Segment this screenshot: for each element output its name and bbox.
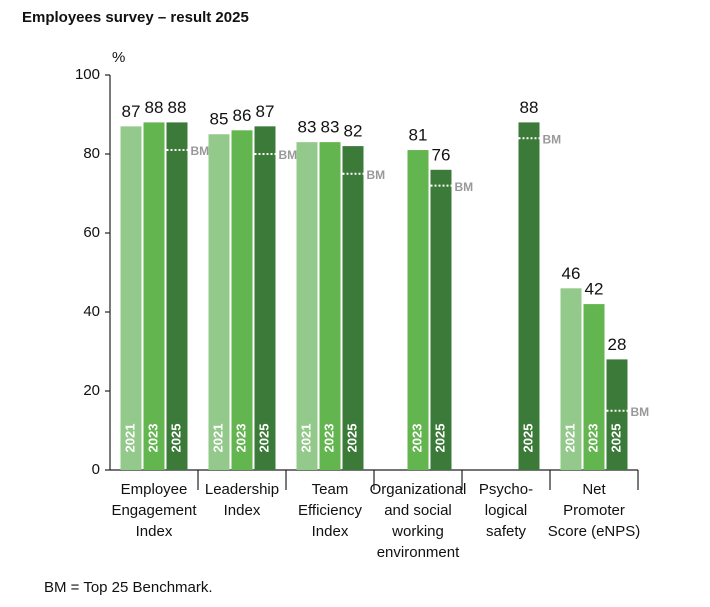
x-tick-label: Organizational bbox=[370, 481, 467, 498]
y-tick-label: 80 bbox=[83, 145, 100, 162]
x-tick-label: environment bbox=[377, 544, 460, 561]
bar bbox=[518, 122, 540, 471]
bar-year-label: 2025 bbox=[344, 424, 359, 453]
bar-year-label: 2023 bbox=[585, 424, 600, 453]
benchmark-label: BM bbox=[543, 132, 562, 146]
bar bbox=[120, 126, 142, 470]
bar bbox=[560, 288, 582, 470]
x-tick-label: Promoter bbox=[563, 502, 625, 519]
bar bbox=[254, 126, 276, 470]
benchmark-label: BM bbox=[631, 405, 650, 419]
bar-year-label: 2021 bbox=[562, 424, 577, 453]
bar-year-label: 2023 bbox=[321, 424, 336, 453]
x-tick-label: Index bbox=[312, 523, 349, 540]
bar-year-label: 2021 bbox=[298, 424, 313, 453]
bar bbox=[296, 142, 318, 470]
x-tick-label: safety bbox=[486, 523, 527, 540]
x-tick-label: Index bbox=[224, 502, 261, 519]
benchmark-label: BM bbox=[191, 144, 210, 158]
chart-title: Employees survey – result 2025 bbox=[22, 9, 249, 26]
bar bbox=[166, 122, 188, 471]
bar bbox=[606, 359, 628, 470]
value-label: 46 bbox=[562, 264, 581, 283]
bar bbox=[407, 150, 429, 471]
bar-year-label: 2025 bbox=[168, 424, 183, 453]
x-tick-label: Efficiency bbox=[298, 502, 362, 519]
x-tick-label: Leadership bbox=[205, 481, 279, 498]
y-tick-label: 40 bbox=[83, 303, 100, 320]
bar-year-label: 2025 bbox=[432, 424, 447, 453]
benchmark-label: BM bbox=[279, 148, 298, 162]
bar-year-label: 2025 bbox=[608, 424, 623, 453]
value-label: 88 bbox=[145, 98, 164, 117]
bar-year-label: 2023 bbox=[145, 424, 160, 453]
value-label: 81 bbox=[409, 126, 428, 145]
bar bbox=[231, 130, 253, 471]
value-label: 85 bbox=[210, 110, 229, 129]
bar bbox=[583, 304, 605, 470]
bar bbox=[342, 146, 364, 470]
y-tick-label: 100 bbox=[75, 66, 100, 83]
value-label: 82 bbox=[344, 122, 363, 141]
value-label: 88 bbox=[168, 98, 187, 117]
x-tick-label: Score (eNPS) bbox=[548, 523, 641, 540]
value-label: 86 bbox=[233, 106, 252, 125]
value-label: 87 bbox=[256, 102, 275, 121]
x-tick-label: Net bbox=[582, 481, 606, 498]
bar-year-label: 2025 bbox=[520, 424, 535, 453]
x-tick-label: Index bbox=[136, 523, 173, 540]
bar bbox=[208, 134, 230, 470]
value-label: 87 bbox=[122, 102, 141, 121]
value-label: 42 bbox=[585, 280, 604, 299]
x-tick-label: working bbox=[391, 523, 444, 540]
x-tick-label: Team bbox=[312, 481, 349, 498]
x-tick-label: Engagement bbox=[111, 502, 197, 519]
y-unit: % bbox=[112, 49, 125, 66]
bar bbox=[430, 169, 452, 471]
value-label: 28 bbox=[608, 335, 627, 354]
bar bbox=[319, 142, 341, 470]
bar-year-label: 2023 bbox=[409, 424, 424, 453]
x-tick-label: logical bbox=[485, 502, 528, 519]
bar-year-label: 2025 bbox=[256, 424, 271, 453]
y-tick-label: 0 bbox=[92, 461, 100, 478]
x-tick-label: Employee bbox=[121, 481, 188, 498]
x-tick-label: and social bbox=[384, 502, 452, 519]
footnote: BM = Top 25 Benchmark. bbox=[44, 579, 213, 596]
y-tick-label: 20 bbox=[83, 382, 100, 399]
value-label: 83 bbox=[298, 118, 317, 137]
y-tick-label: 60 bbox=[83, 224, 100, 241]
bar-year-label: 2023 bbox=[233, 424, 248, 453]
value-label: 76 bbox=[432, 145, 451, 164]
x-tick-label: Psycho- bbox=[479, 481, 533, 498]
benchmark-label: BM bbox=[455, 180, 474, 194]
bar-year-label: 2021 bbox=[210, 424, 225, 453]
benchmark-label: BM bbox=[367, 168, 386, 182]
bar bbox=[143, 122, 165, 471]
bar-year-label: 2021 bbox=[122, 424, 137, 453]
value-label: 83 bbox=[321, 118, 340, 137]
value-label: 88 bbox=[520, 98, 539, 117]
